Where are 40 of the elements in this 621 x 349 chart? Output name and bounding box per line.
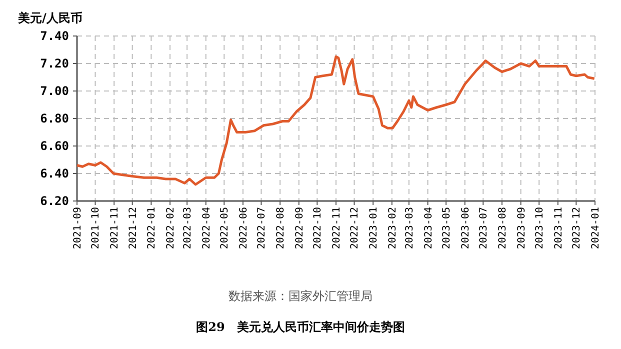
- x-tick-label: 2022-03: [182, 207, 194, 250]
- x-tick-label: 2022-08: [276, 207, 287, 250]
- x-tick-label: 2021-10: [90, 207, 102, 250]
- x-tick-label: 2022-04: [201, 207, 212, 250]
- y-tick-label: 7.40: [40, 29, 69, 44]
- x-tick-label: 2022-01: [146, 207, 158, 250]
- x-tick-label: 2022-09: [294, 207, 306, 250]
- x-tick-label: 2022-02: [166, 207, 177, 250]
- line-series: [76, 55, 596, 186]
- x-tick-label: 2023-03: [404, 207, 416, 250]
- x-tick-label: 2022-06: [238, 207, 250, 250]
- y-tick-label: 6.80: [40, 112, 69, 126]
- x-tick-label: 2022-12: [350, 207, 361, 250]
- x-tick-label: 2023-01: [368, 207, 380, 250]
- y-axis-title: 美元/人民币: [17, 11, 82, 25]
- x-tick-label: 2023-06: [460, 207, 472, 250]
- x-tick-label: 2022-10: [312, 207, 324, 250]
- x-tick-label: 2023-10: [534, 207, 546, 250]
- x-tick-label: 2023-08: [497, 207, 508, 250]
- y-tick-label: 6.40: [40, 166, 69, 181]
- x-tick-label: 2023-09: [516, 207, 528, 250]
- x-tick-label: 2023-05: [442, 207, 453, 250]
- y-tick-label: 7.20: [40, 56, 69, 71]
- x-tick-label: 2023-04: [423, 207, 434, 250]
- x-tick-label: 2022-05: [220, 207, 231, 250]
- x-tick-label: 2022-07: [256, 207, 268, 250]
- x-tick-label: 2023-02: [387, 207, 398, 250]
- x-tick-label: 2021-09: [72, 207, 84, 250]
- x-tick-label: 2023-11: [553, 207, 564, 250]
- source-note: 数据来源：国家外汇管理局: [228, 289, 372, 303]
- x-tick-label: 2023-12: [572, 207, 583, 250]
- text: 图29 美元兑人民币汇率中间价走势图: [196, 320, 405, 334]
- x-tick-label: 2021-12: [128, 207, 139, 250]
- y-tick-label: 7.00: [40, 84, 69, 98]
- y-tick-label: 6.20: [40, 194, 69, 208]
- x-tick-label: 2022-11: [332, 207, 342, 250]
- x-tick-label: 2024-01: [590, 207, 602, 250]
- x-tick-label: 2021-11: [110, 207, 121, 250]
- x-tick-label: 2023-07: [478, 207, 490, 250]
- y-tick-label: 6.60: [40, 139, 69, 154]
